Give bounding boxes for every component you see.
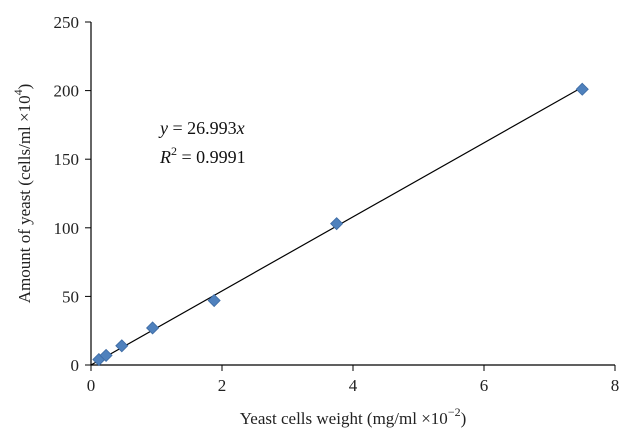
data-points (92, 82, 589, 367)
r2-value: = 0.9991 (177, 147, 246, 167)
data-point-marker (115, 339, 129, 353)
r2-label: R (159, 147, 171, 167)
equation-rhs: = 26.993 (168, 118, 237, 138)
x-tick-label: 8 (611, 376, 620, 395)
y-axis-ticks: 0 50 100 150 200 250 (54, 13, 91, 375)
y-axis-title-end: ) (15, 84, 34, 90)
data-point-marker (99, 348, 113, 362)
equation-lhs: y (158, 118, 168, 138)
data-point-marker (146, 321, 160, 335)
x-tick-label: 0 (87, 376, 96, 395)
r-squared-label: R2 = 0.9991 (159, 144, 246, 167)
y-axis-title-text: Amount of yeast (cells/ml ×10 (15, 95, 34, 303)
y-axis-title: Amount of yeast (cells/ml ×104) (11, 84, 34, 304)
y-axis-title-superscript: 4 (11, 89, 25, 95)
equation-label: y = 26.993x (158, 118, 245, 138)
y-tick-label: 0 (71, 356, 80, 375)
y-tick-label: 50 (62, 287, 79, 306)
r2-superscript: 2 (171, 144, 177, 158)
x-tick-label: 4 (349, 376, 358, 395)
y-tick-label: 100 (54, 219, 80, 238)
y-tick-label: 250 (54, 13, 80, 32)
x-axis-title: Yeast cells weight (mg/ml ×10−2) (240, 405, 467, 428)
y-tick-label: 150 (54, 150, 80, 169)
x-axis-title-end: ) (461, 409, 467, 428)
x-axis-title-text: Yeast cells weight (mg/ml ×10 (240, 409, 448, 428)
data-point-marker (330, 217, 344, 231)
x-axis-ticks: 0 2 4 6 8 (87, 365, 620, 395)
data-point-marker (207, 293, 221, 308)
data-point-marker (575, 82, 589, 96)
equation-var: x (236, 118, 245, 138)
y-tick-label: 200 (54, 82, 80, 101)
x-axis-title-superscript: −2 (448, 405, 461, 419)
x-tick-label: 2 (218, 376, 227, 395)
x-tick-label: 6 (480, 376, 489, 395)
